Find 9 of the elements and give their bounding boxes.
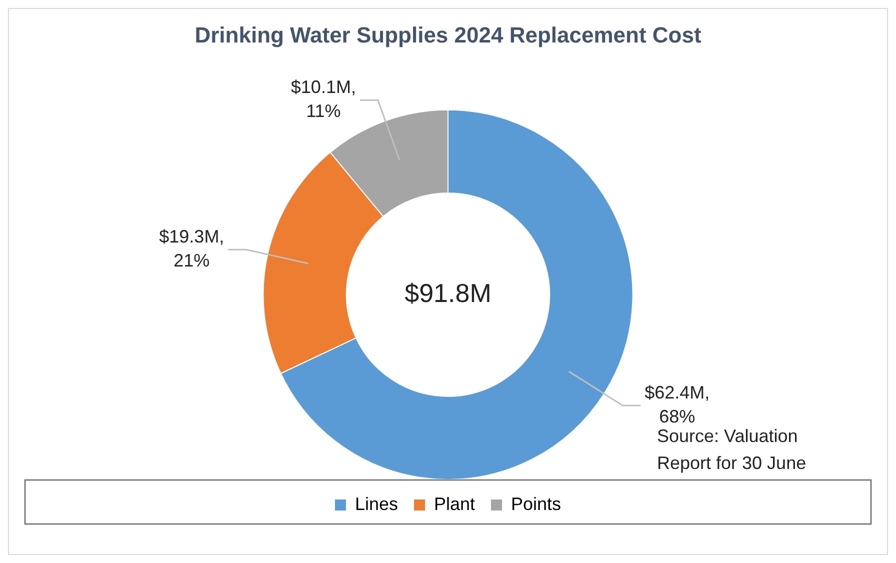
legend-label: Lines [354, 494, 398, 514]
data-label: $10.1M, 11% [290, 77, 356, 122]
data-label: $62.4M, 68% [644, 382, 710, 426]
data-label: $19.3M, 21% [159, 226, 224, 271]
source-note: Source: Valuation Report for 30 June [657, 426, 806, 473]
legend-label: Points [511, 494, 562, 514]
legend-label: Plant [434, 494, 476, 514]
text: $91.8M [404, 278, 492, 308]
chart-title: Drinking Water Supplies 2024 Replacement Cost [194, 22, 702, 48]
